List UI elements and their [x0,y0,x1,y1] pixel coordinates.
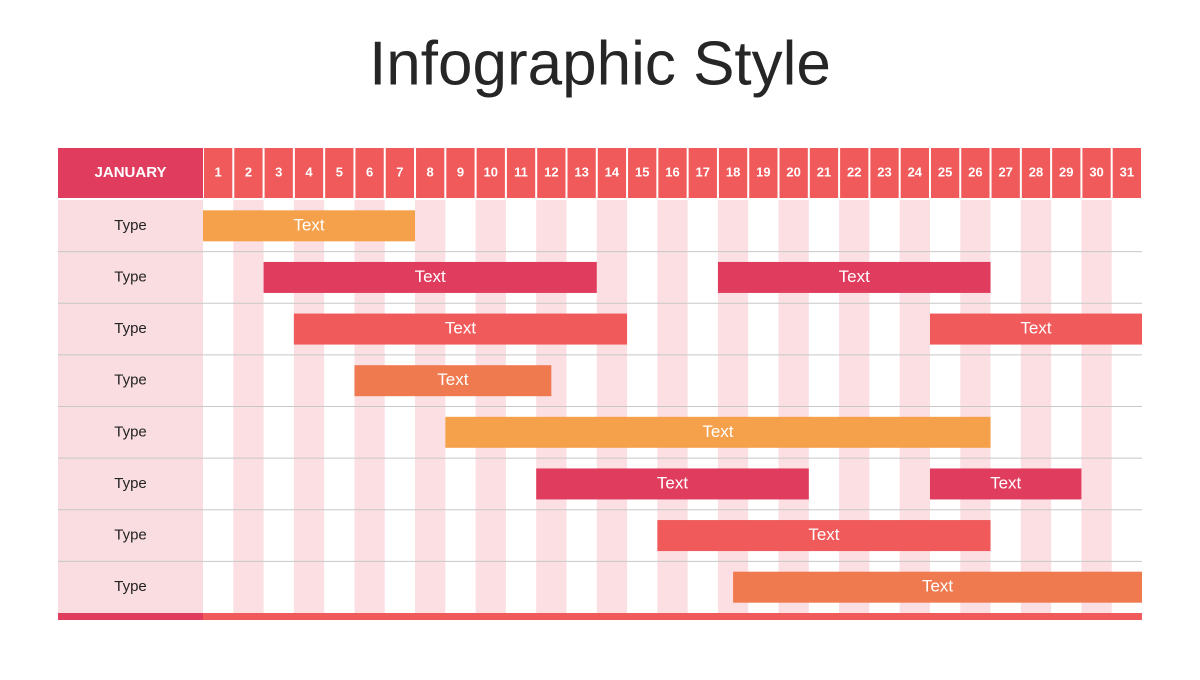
day-header-cell [1052,148,1081,198]
day-header-cell [325,148,354,198]
task-label: Text [657,473,688,492]
day-header-cell [688,148,717,198]
task-bar [733,571,1142,603]
day-header-cell [991,148,1020,198]
day-header-cell [749,148,778,198]
day-label: 6 [366,164,373,179]
day-label: 10 [484,164,498,179]
day-label: 21 [817,164,831,179]
day-label: 25 [938,164,952,179]
day-label: 18 [726,164,740,179]
day-header-cell [385,148,415,198]
task-bar [203,210,416,242]
row-label: Type [114,527,147,544]
day-header-cell [416,148,445,198]
task-label: Text [437,370,468,389]
day-label: 12 [544,164,558,179]
day-header-cell [446,148,475,198]
day-label: 26 [968,164,982,179]
day-label: 29 [1059,164,1073,179]
day-header-cell [476,148,505,198]
day-header-cell [628,148,657,198]
task-label: Text [990,473,1021,492]
day-label: 9 [457,164,464,179]
task-label: Text [293,215,324,234]
day-header-cell [961,148,990,198]
day-label: 30 [1089,164,1103,179]
day-header-cell [658,148,687,198]
day-header-cell [1112,148,1141,198]
day-label: 31 [1120,164,1134,179]
day-label: 22 [847,164,861,179]
task-label: Text [702,422,733,441]
header-month: JANUARY [95,164,167,181]
task-bar [354,365,552,397]
row-label: Type [114,217,147,234]
day-label: 15 [635,164,649,179]
task-bar [717,261,991,293]
day-header-cell [840,148,869,198]
day-label: 4 [305,164,313,179]
day-header-cell [718,148,748,198]
bottom-band [203,613,1142,620]
day-header-cell [234,148,263,198]
row-label: Type [114,320,147,337]
day-label: 23 [877,164,891,179]
day-header-cell [930,148,960,198]
day-header-cell [294,148,324,198]
day-label: 5 [336,164,343,179]
header-month-cell [58,148,203,198]
task-bar [293,313,628,345]
chart-title: Infographic Style [369,29,831,98]
task-label: Text [922,577,953,596]
row-label: Type [114,423,147,440]
row-label: Type [114,475,147,492]
day-label: 8 [427,164,434,179]
day-label: 1 [215,164,222,179]
day-header-cell [537,148,566,198]
bottom-band-left [58,613,203,620]
task-bar [445,416,991,448]
day-label: 2 [245,164,252,179]
task-bar [929,468,1082,500]
day-header-cell [809,148,839,198]
task-bar [657,520,991,552]
day-label: 17 [696,164,710,179]
task-label: Text [445,319,476,338]
day-label: 11 [514,164,528,179]
day-header-cell [900,148,929,198]
task-bar [929,313,1142,345]
day-label: 13 [574,164,588,179]
day-label: 28 [1029,164,1043,179]
day-header-cell [1082,148,1111,198]
row-label: Type [114,578,147,595]
day-header-cell [779,148,808,198]
task-label: Text [415,267,446,286]
day-label: 19 [756,164,770,179]
day-label: 24 [908,164,923,179]
day-header-cell [597,148,627,198]
day-label: 16 [665,164,679,179]
row-label: Type [114,268,147,285]
task-label: Text [839,267,870,286]
day-label: 3 [275,164,282,179]
row-label: Type [114,372,147,389]
task-label: Text [1020,319,1051,338]
day-header-cell [506,148,536,198]
task-bar [536,468,809,500]
day-label: 7 [396,164,403,179]
day-header-cell [1021,148,1051,198]
day-header-cell [204,148,233,198]
task-label: Text [808,525,839,544]
day-label: 14 [605,164,620,179]
day-header-cell [567,148,596,198]
task-bar [263,261,597,293]
day-label: 27 [998,164,1012,179]
day-header-cell [264,148,293,198]
day-header-cell [870,148,899,198]
day-header-cell [355,148,384,198]
day-label: 20 [786,164,800,179]
